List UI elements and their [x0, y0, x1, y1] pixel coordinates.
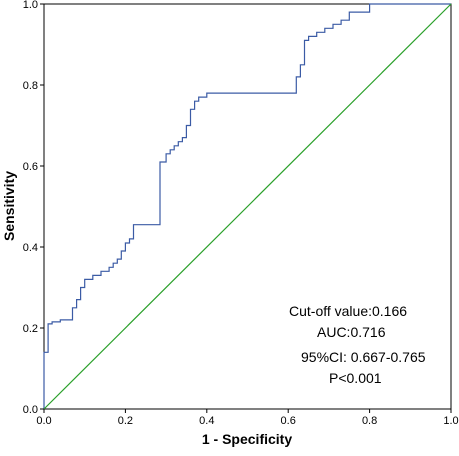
- x-axis-title: 1 - Specificity: [202, 431, 292, 447]
- y-tick-label: 0.0: [23, 404, 38, 416]
- chart-marks: [43, 3, 452, 410]
- x-tick-label: 0.2: [118, 415, 133, 427]
- y-tick-label: 0.4: [23, 242, 38, 254]
- x-tick-label: 0.8: [362, 415, 377, 427]
- y-tick-label: 0.6: [23, 161, 38, 173]
- x-tick-label: 0.6: [281, 415, 296, 427]
- annotation-cutoff: Cut-off value:0.166: [289, 303, 407, 319]
- y-tick-label: 0.2: [23, 323, 38, 335]
- y-tick-label: 1.0: [23, 0, 38, 11]
- annotation-p: P<0.001: [329, 370, 382, 386]
- annotation-ci: 95%CI: 0.667-0.765: [301, 349, 426, 365]
- annotation-auc: AUC:0.716: [317, 324, 386, 340]
- y-axis-title: Sensitivity: [1, 171, 17, 241]
- reference-diagonal-line: [43, 3, 452, 410]
- axis-ticks: 0.0 0.2 0.4 0.6 0.8 1.0 0.0 0.2 0.4 0.6 0.8 1.0: [23, 0, 459, 427]
- x-tick-label: 0.0: [36, 415, 51, 427]
- x-tick-label: 1.0: [443, 415, 458, 427]
- roc-curve-line: [43, 3, 451, 409]
- plot-frame: [43, 3, 452, 410]
- y-tick-label: 0.8: [23, 80, 38, 92]
- x-tick-label: 0.4: [199, 415, 214, 427]
